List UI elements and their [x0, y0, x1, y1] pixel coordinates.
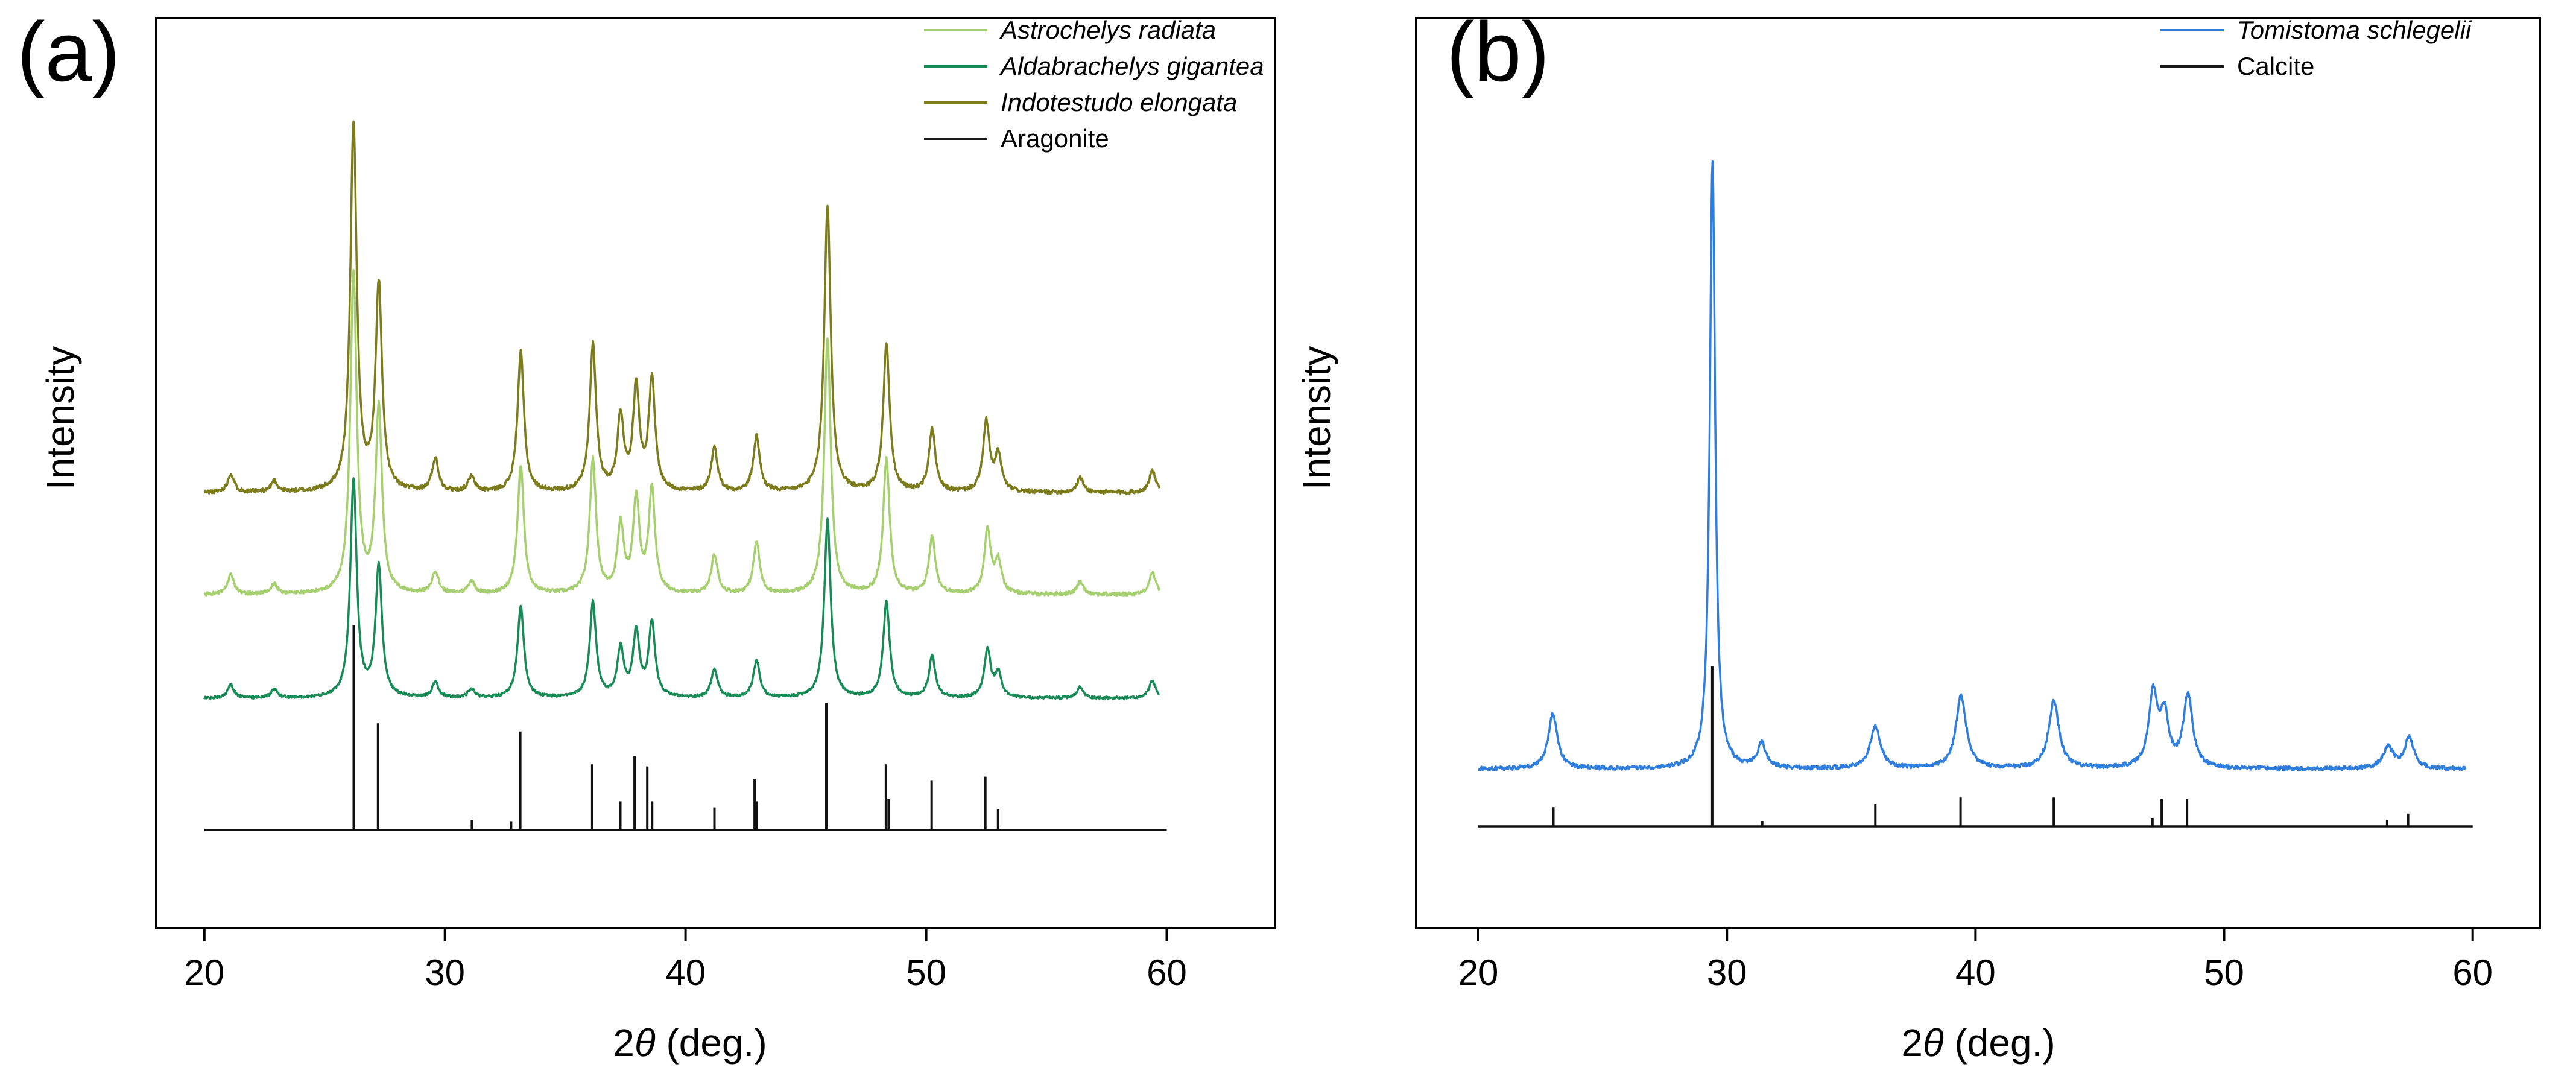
x-tick-label: 20 [184, 952, 224, 993]
diffraction-curve [203, 268, 1161, 597]
x-tick-label: 20 [1458, 952, 1499, 993]
series-indotestudo-elongata [203, 120, 1161, 495]
panel-a-axes-frame [155, 17, 1276, 929]
panel-a-plot-area: 20 30 40 50 60 [155, 17, 1276, 993]
x-tick-label: 40 [1955, 952, 1996, 993]
panel-b-axes-frame [1415, 17, 2541, 929]
series-aragonite [204, 625, 1167, 831]
panel-b-plot-area: 20 30 40 50 60 [1415, 17, 2541, 993]
x-tick-label: 30 [425, 952, 465, 993]
series-calcite [1478, 666, 2473, 828]
diffraction-curve [1478, 160, 2467, 771]
x-tick-label: 60 [2452, 952, 2493, 993]
x-tick-label: 30 [1707, 952, 1747, 993]
x-tick-label: 50 [2204, 952, 2244, 993]
series-astrochelys-radiata [203, 268, 1161, 597]
diffraction-curve [203, 477, 1160, 700]
series-tomistoma-schlegelii [1478, 160, 2467, 771]
diffraction-curve [203, 120, 1161, 495]
x-tick-label: 40 [665, 952, 706, 993]
series-aldabrachelys-gigantea [203, 477, 1160, 700]
x-tick-label: 60 [1147, 952, 1187, 993]
x-tick-label: 50 [906, 952, 946, 993]
